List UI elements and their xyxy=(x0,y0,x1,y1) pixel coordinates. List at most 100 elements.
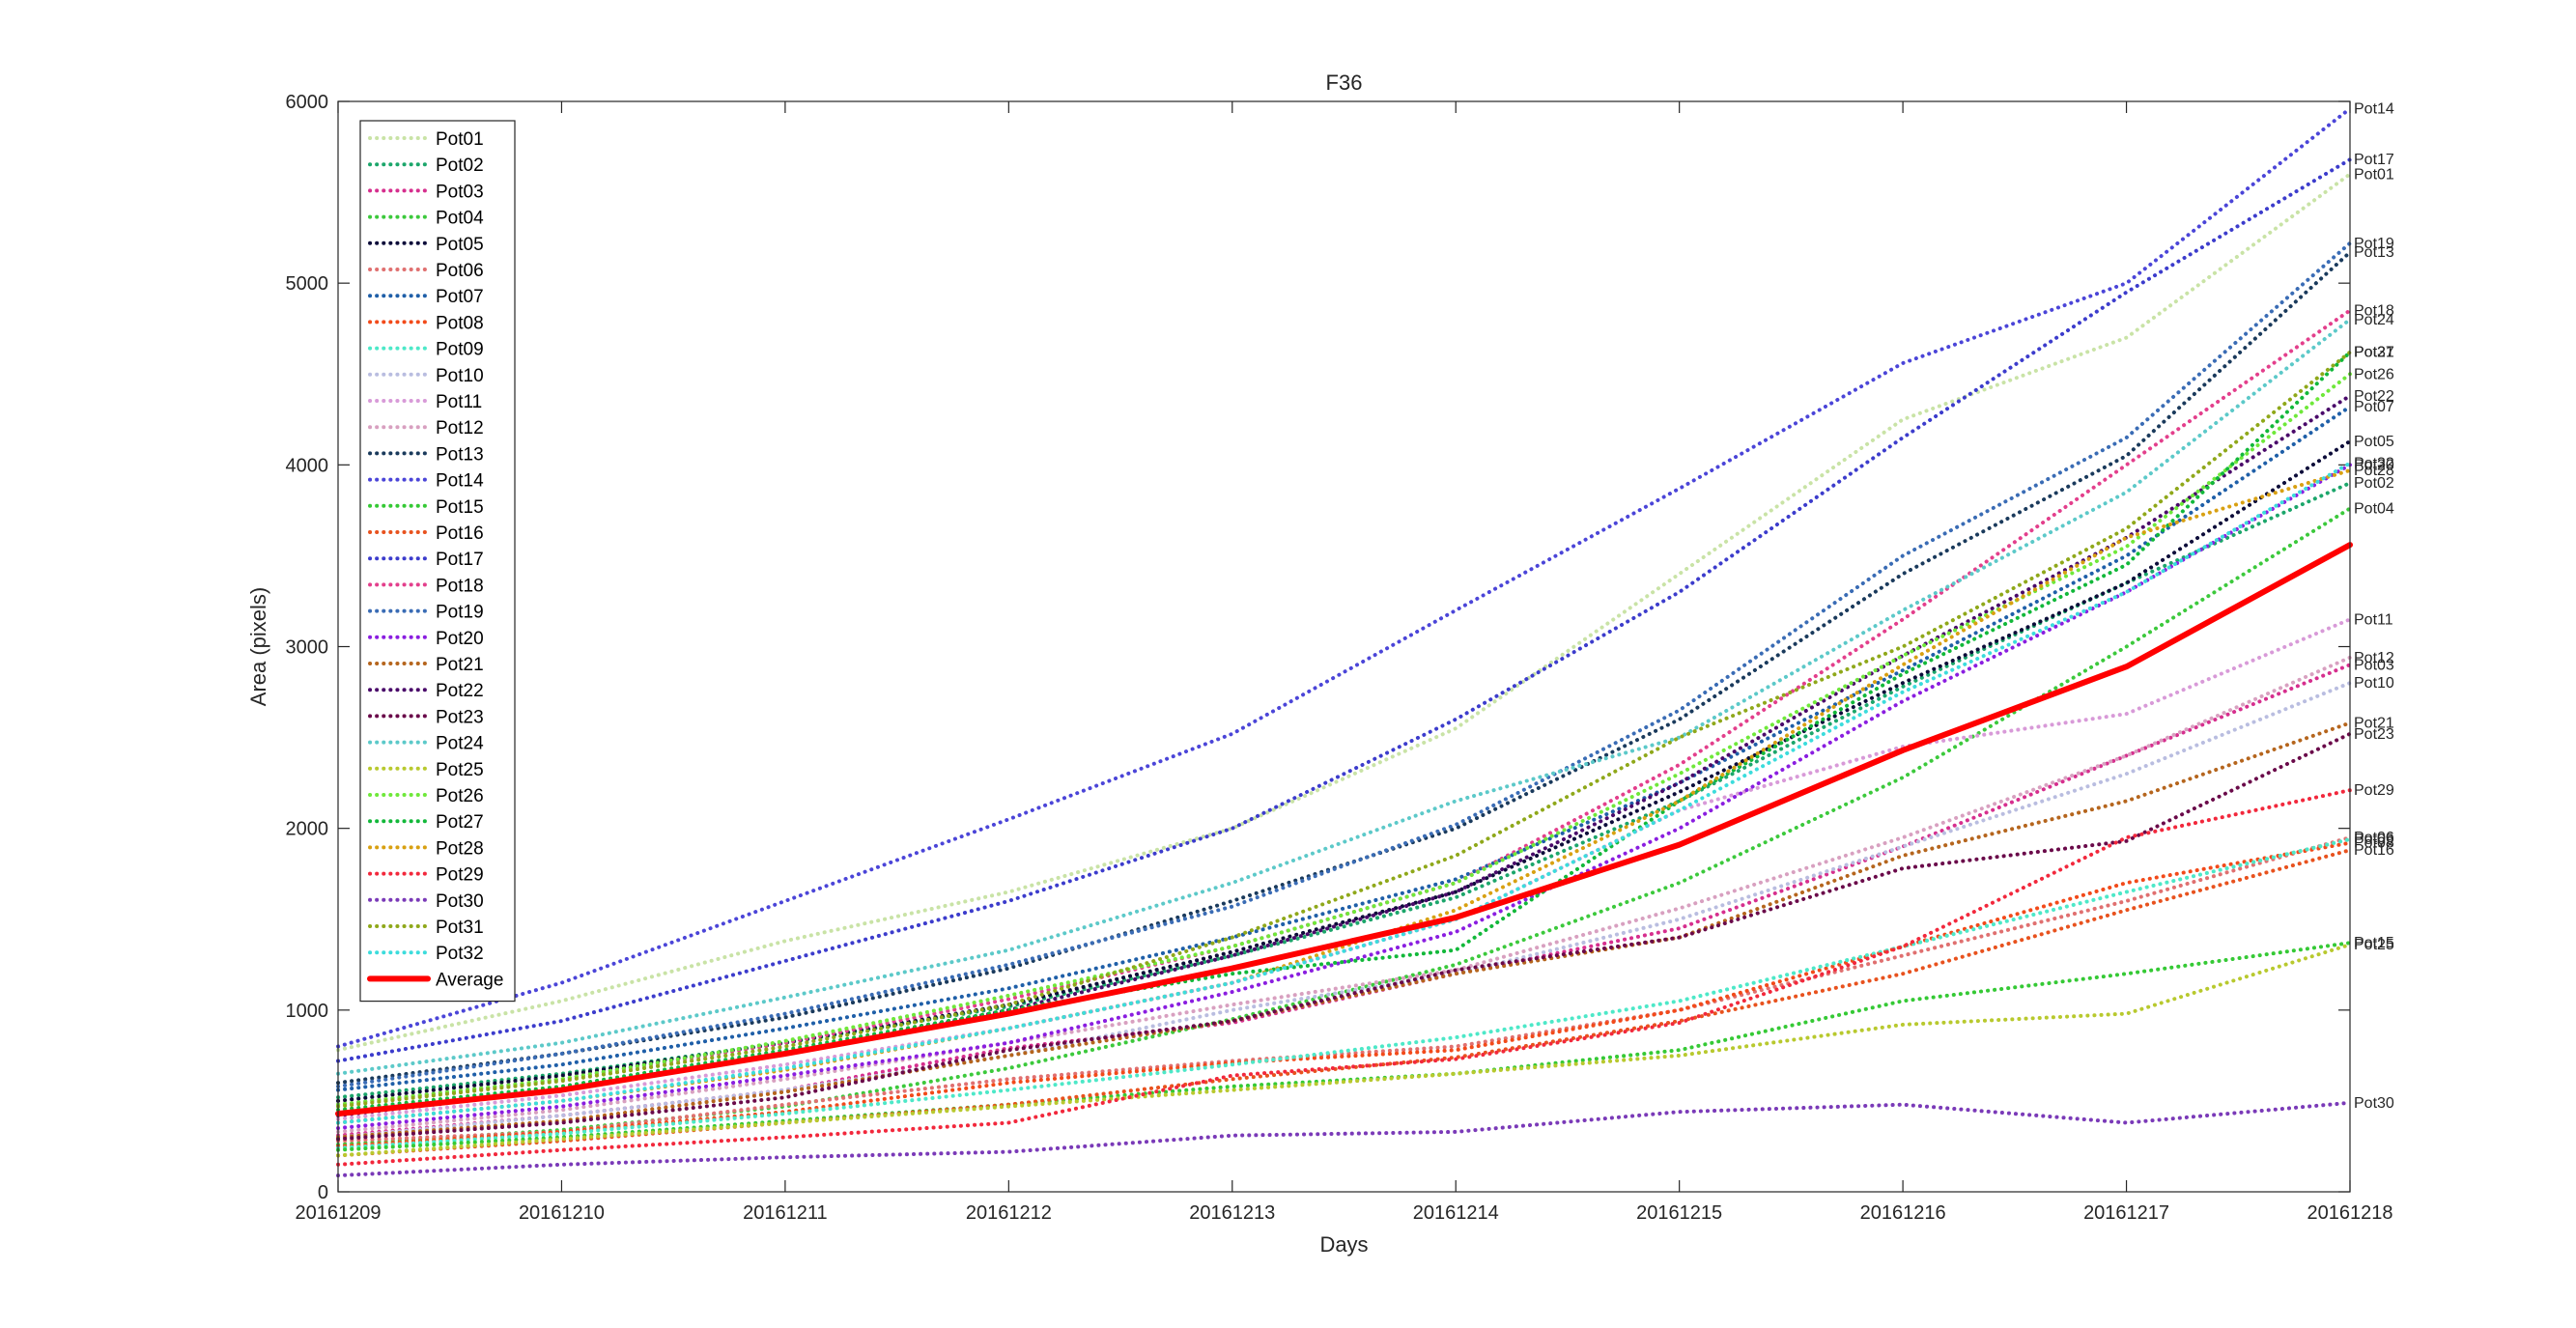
x-tick-label: 20161211 xyxy=(743,1202,828,1224)
x-tick-label: 20161215 xyxy=(1636,1202,1722,1224)
legend-box xyxy=(359,120,516,1003)
legend-label-average: Average xyxy=(436,970,503,990)
legend-label-pot25: Pot25 xyxy=(436,760,484,780)
series-line-pot14 xyxy=(336,106,2352,1049)
end-label-pot16: Pot16 xyxy=(2354,842,2394,859)
end-label-pot32: Pot32 xyxy=(2354,455,2394,471)
legend-label-pot26: Pot26 xyxy=(436,786,484,806)
series-line-pot21 xyxy=(336,721,2352,1140)
end-label-pot20: Pot20 xyxy=(2354,457,2394,473)
y-tick-label: 4000 xyxy=(286,455,329,476)
legend-label-pot13: Pot13 xyxy=(436,444,484,465)
legend-label-pot31: Pot31 xyxy=(436,918,484,938)
legend: Pot01 Pot02 Pot03 Pot04 Pot05 Pot06 Pot07 Pot08… xyxy=(359,120,516,1003)
x-axis-title: Days xyxy=(1319,1232,1368,1257)
y-tick-label: 2000 xyxy=(286,819,329,840)
legend-label-pot32: Pot32 xyxy=(436,944,484,964)
end-labels: Pot01 Pot02 Pot03 Pot04 Pot05 Pot06 Pot07 Pot08… xyxy=(2354,101,2394,1112)
legend-label-pot09: Pot09 xyxy=(436,340,484,360)
y-tick-label: 0 xyxy=(318,1182,328,1203)
series-line-pot18 xyxy=(336,308,2352,1107)
series-line-pot23 xyxy=(336,731,2352,1142)
legend-label-pot03: Pot03 xyxy=(436,182,484,202)
series-line-pot29 xyxy=(336,788,2352,1167)
x-tick-label: 20161218 xyxy=(2307,1202,2393,1224)
series-line-average xyxy=(335,542,2353,1117)
series-line-pot02 xyxy=(336,481,2352,1100)
legend-label-pot22: Pot22 xyxy=(436,681,484,701)
series-line-pot25 xyxy=(336,943,2352,1158)
chart-title: F36 xyxy=(1326,71,1363,95)
end-label-pot15: Pot15 xyxy=(2354,935,2394,951)
legend-label-pot01: Pot01 xyxy=(436,129,484,150)
legend-label-pot11: Pot11 xyxy=(436,392,482,412)
series-line-pot20 xyxy=(336,463,2352,1131)
end-label-pot26: Pot26 xyxy=(2354,366,2394,382)
series-lines xyxy=(335,106,2353,1178)
legend-label-pot14: Pot14 xyxy=(436,471,484,492)
y-tick-label: 6000 xyxy=(286,92,329,113)
series-line-pot12 xyxy=(336,655,2352,1134)
legend-label-pot21: Pot21 xyxy=(436,655,484,675)
x-tick-label: 20161213 xyxy=(1189,1202,1275,1224)
end-label-pot30: Pot30 xyxy=(2354,1095,2394,1112)
y-tick-label: 3000 xyxy=(286,637,329,659)
legend-label-pot30: Pot30 xyxy=(436,891,484,912)
end-label-pot14: Pot14 xyxy=(2354,101,2394,118)
x-tick-label: 20161210 xyxy=(519,1202,605,1224)
legend-label-pot02: Pot02 xyxy=(436,155,484,176)
end-label-pot17: Pot17 xyxy=(2354,152,2394,168)
x-tick-label: 20161216 xyxy=(1860,1202,1946,1224)
end-label-pot12: Pot12 xyxy=(2354,650,2394,666)
legend-label-pot28: Pot28 xyxy=(436,838,484,859)
axis-ticks: 0 1000 2000 3000 4000 5000 6000 20161209 2016121… xyxy=(286,92,2393,1224)
legend-label-pot05: Pot05 xyxy=(436,235,484,255)
series-line-pot13 xyxy=(336,250,2352,1086)
legend-label-pot15: Pot15 xyxy=(436,497,484,518)
series-line-pot07 xyxy=(336,405,2352,1092)
end-label-pot04: Pot04 xyxy=(2354,500,2394,517)
series-line-pot01 xyxy=(336,172,2352,1053)
end-label-pot05: Pot05 xyxy=(2354,434,2394,450)
end-label-pot11: Pot11 xyxy=(2354,611,2393,628)
end-label-pot01: Pot01 xyxy=(2354,166,2394,183)
legend-label-pot06: Pot06 xyxy=(436,261,484,281)
end-label-pot22: Pot22 xyxy=(2354,388,2394,405)
series-line-pot17 xyxy=(336,157,2352,1063)
x-tick-label: 20161212 xyxy=(966,1202,1052,1224)
legend-label-pot12: Pot12 xyxy=(436,418,484,438)
end-label-pot18: Pot18 xyxy=(2354,302,2394,319)
end-label-pot31: Pot31 xyxy=(2354,345,2394,361)
x-tick-label: 20161214 xyxy=(1413,1202,1499,1224)
legend-label-pot08: Pot08 xyxy=(436,313,484,333)
series-line-pot31 xyxy=(336,350,2352,1109)
plot-area xyxy=(338,101,2350,1192)
end-label-pot25: Pot25 xyxy=(2354,937,2394,953)
series-line-pot27 xyxy=(336,350,2352,1113)
end-label-pot24: Pot24 xyxy=(2354,312,2394,328)
legend-label-pot04: Pot04 xyxy=(436,209,484,229)
y-axis-title: Area (pixels) xyxy=(246,587,270,706)
legend-label-pot20: Pot20 xyxy=(436,629,484,649)
legend-label-pot27: Pot27 xyxy=(436,812,484,833)
series-line-pot32 xyxy=(336,461,2352,1125)
x-tick-label: 20161209 xyxy=(296,1202,382,1224)
y-tick-label: 1000 xyxy=(286,1001,329,1022)
legend-label-pot23: Pot23 xyxy=(436,707,484,727)
end-label-pot19: Pot19 xyxy=(2354,236,2394,252)
end-label-pot08: Pot08 xyxy=(2354,835,2394,852)
end-label-pot03: Pot03 xyxy=(2354,657,2394,673)
end-label-pot06: Pot06 xyxy=(2354,830,2394,846)
end-label-pot21: Pot21 xyxy=(2354,716,2394,732)
end-label-pot28: Pot28 xyxy=(2354,463,2394,479)
series-line-pot24 xyxy=(336,317,2352,1076)
end-label-pot07: Pot07 xyxy=(2354,399,2394,415)
legend-label-pot24: Pot24 xyxy=(436,734,484,754)
legend-label-pot16: Pot16 xyxy=(436,523,484,544)
legend-label-pot10: Pot10 xyxy=(436,366,484,386)
end-label-pot29: Pot29 xyxy=(2354,782,2394,799)
end-label-pot10: Pot10 xyxy=(2354,675,2394,692)
series-line-pot30 xyxy=(336,1100,2352,1178)
plot-frame xyxy=(337,100,2351,1193)
